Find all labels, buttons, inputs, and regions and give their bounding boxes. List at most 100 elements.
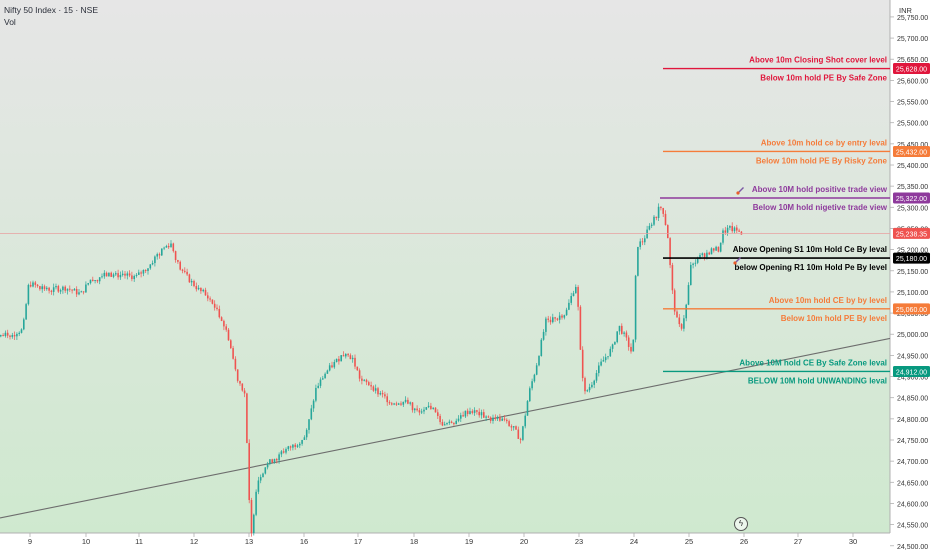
candle-body	[232, 348, 234, 359]
candle-body	[577, 287, 579, 307]
candle-body	[39, 286, 41, 290]
candle-body	[115, 273, 117, 275]
candle-body	[209, 298, 211, 300]
x-tick-label: 12	[190, 537, 198, 546]
candle-body	[437, 412, 439, 416]
candle-body	[294, 444, 296, 447]
rocket-icon	[733, 257, 741, 265]
candle-body	[607, 356, 609, 358]
candle-body	[177, 260, 179, 262]
candle-body	[6, 332, 9, 336]
candle-body	[588, 387, 591, 391]
candle-body	[23, 319, 25, 330]
candle-body	[94, 280, 96, 282]
candle-body	[478, 411, 480, 416]
candle-body	[101, 276, 103, 278]
candle-body	[82, 291, 85, 293]
candle-body	[301, 439, 303, 444]
candle-body	[696, 258, 699, 263]
candle-body	[662, 208, 664, 214]
candle-body	[579, 306, 582, 350]
candle-body	[377, 388, 379, 395]
x-tick-label: 30	[849, 537, 857, 546]
candle-body	[538, 355, 540, 366]
price-tag-label: 25,180.00	[896, 256, 927, 263]
candle-body	[361, 378, 363, 381]
candle-body	[549, 319, 552, 323]
candle-body	[565, 309, 568, 316]
price-tag-label: 25,060.00	[896, 307, 927, 314]
candle-body	[324, 373, 326, 379]
trendline	[0, 337, 891, 519]
candle-body	[264, 467, 267, 474]
y-tick-label: 25,350.00	[897, 184, 928, 191]
level-label-below: below Opening R1 10m Hold Pe By level	[735, 263, 887, 272]
candle-body	[409, 402, 411, 404]
candle-body	[20, 329, 23, 333]
candle-body	[625, 332, 628, 338]
y-tick-label: 25,450.00	[897, 142, 928, 149]
candle-body	[66, 288, 69, 291]
candle-body	[144, 269, 147, 272]
candle-body	[506, 419, 508, 422]
candle-body	[142, 269, 145, 274]
candle-body	[416, 408, 418, 411]
candle-body	[266, 463, 269, 468]
candle-body	[473, 410, 476, 413]
candle-body	[425, 407, 428, 410]
candle-body	[494, 417, 497, 419]
candle-body	[257, 480, 260, 492]
candle-body	[149, 264, 152, 269]
candle-body	[200, 287, 202, 292]
candle-body	[372, 386, 375, 391]
candle-body	[733, 227, 736, 232]
candle-body	[719, 242, 722, 252]
x-tick-label: 20	[520, 537, 528, 546]
candle-body	[29, 284, 32, 287]
candle-body	[552, 317, 554, 323]
candle-body	[117, 273, 119, 278]
candle-body	[535, 365, 538, 375]
candle-body	[18, 332, 20, 334]
candle-body	[690, 264, 692, 286]
candle-body	[165, 246, 168, 248]
candle-body	[312, 400, 315, 409]
candle-body	[531, 381, 533, 389]
candle-body	[708, 252, 710, 255]
candle-body	[75, 288, 78, 295]
candle-body	[703, 253, 706, 258]
x-tick-label: 23	[575, 537, 583, 546]
level-label-below: BELOW 10M hold UNWANDING leval	[748, 376, 887, 385]
y-tick-label: 25,700.00	[897, 36, 928, 43]
price-tag-label: 25,432.00	[896, 149, 927, 156]
candle-body	[174, 251, 177, 261]
y-tick-label: 25,600.00	[897, 78, 928, 85]
candle-body	[644, 238, 646, 243]
candle-body	[255, 491, 257, 515]
candle-body	[299, 443, 301, 446]
candle-body	[179, 261, 181, 270]
x-tick-label: 27	[794, 537, 802, 546]
currency-label[interactable]: INR	[899, 6, 912, 15]
candle-body	[193, 280, 195, 287]
candle-body	[64, 286, 66, 291]
candle-body	[326, 370, 329, 374]
candle-body	[71, 289, 73, 291]
candle-body	[517, 429, 520, 439]
candle-body	[211, 299, 214, 304]
candle-body	[395, 403, 398, 405]
x-tick-label: 9	[28, 537, 32, 546]
candle-body	[285, 449, 287, 453]
volume-indicator-label[interactable]: Vol	[4, 17, 16, 27]
candle-body	[411, 402, 414, 411]
candle-body	[379, 393, 382, 395]
candle-body	[253, 514, 255, 534]
candle-body	[600, 361, 602, 366]
lightning-bolt-icon[interactable]: ϟ	[734, 517, 748, 531]
candle-body	[246, 393, 248, 444]
candle-body	[393, 403, 395, 405]
candle-body	[276, 459, 278, 461]
candle-body	[496, 417, 499, 419]
